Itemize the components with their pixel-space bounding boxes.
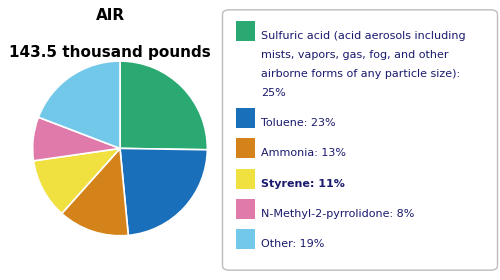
Text: N-Methyl-2-pyrrolidone: 8%: N-Methyl-2-pyrrolidone: 8% [261, 209, 414, 219]
Text: Toluene: 23%: Toluene: 23% [261, 118, 336, 128]
Wedge shape [32, 117, 120, 161]
Text: Sulfuric acid (acid aerosols including: Sulfuric acid (acid aerosols including [261, 31, 466, 41]
Wedge shape [34, 148, 120, 214]
Wedge shape [120, 148, 208, 235]
Text: 143.5 thousand pounds: 143.5 thousand pounds [9, 45, 211, 60]
Text: Other: 19%: Other: 19% [261, 239, 324, 249]
Wedge shape [120, 61, 208, 150]
Text: Ammonia: 13%: Ammonia: 13% [261, 148, 346, 158]
Text: airborne forms of any particle size):: airborne forms of any particle size): [261, 69, 460, 79]
Wedge shape [62, 148, 128, 236]
Text: AIR: AIR [96, 8, 124, 24]
Text: mists, vapors, gas, fog, and other: mists, vapors, gas, fog, and other [261, 50, 448, 60]
Text: 25%: 25% [261, 88, 286, 98]
Wedge shape [38, 61, 120, 148]
Text: Styrene: 11%: Styrene: 11% [261, 179, 345, 189]
